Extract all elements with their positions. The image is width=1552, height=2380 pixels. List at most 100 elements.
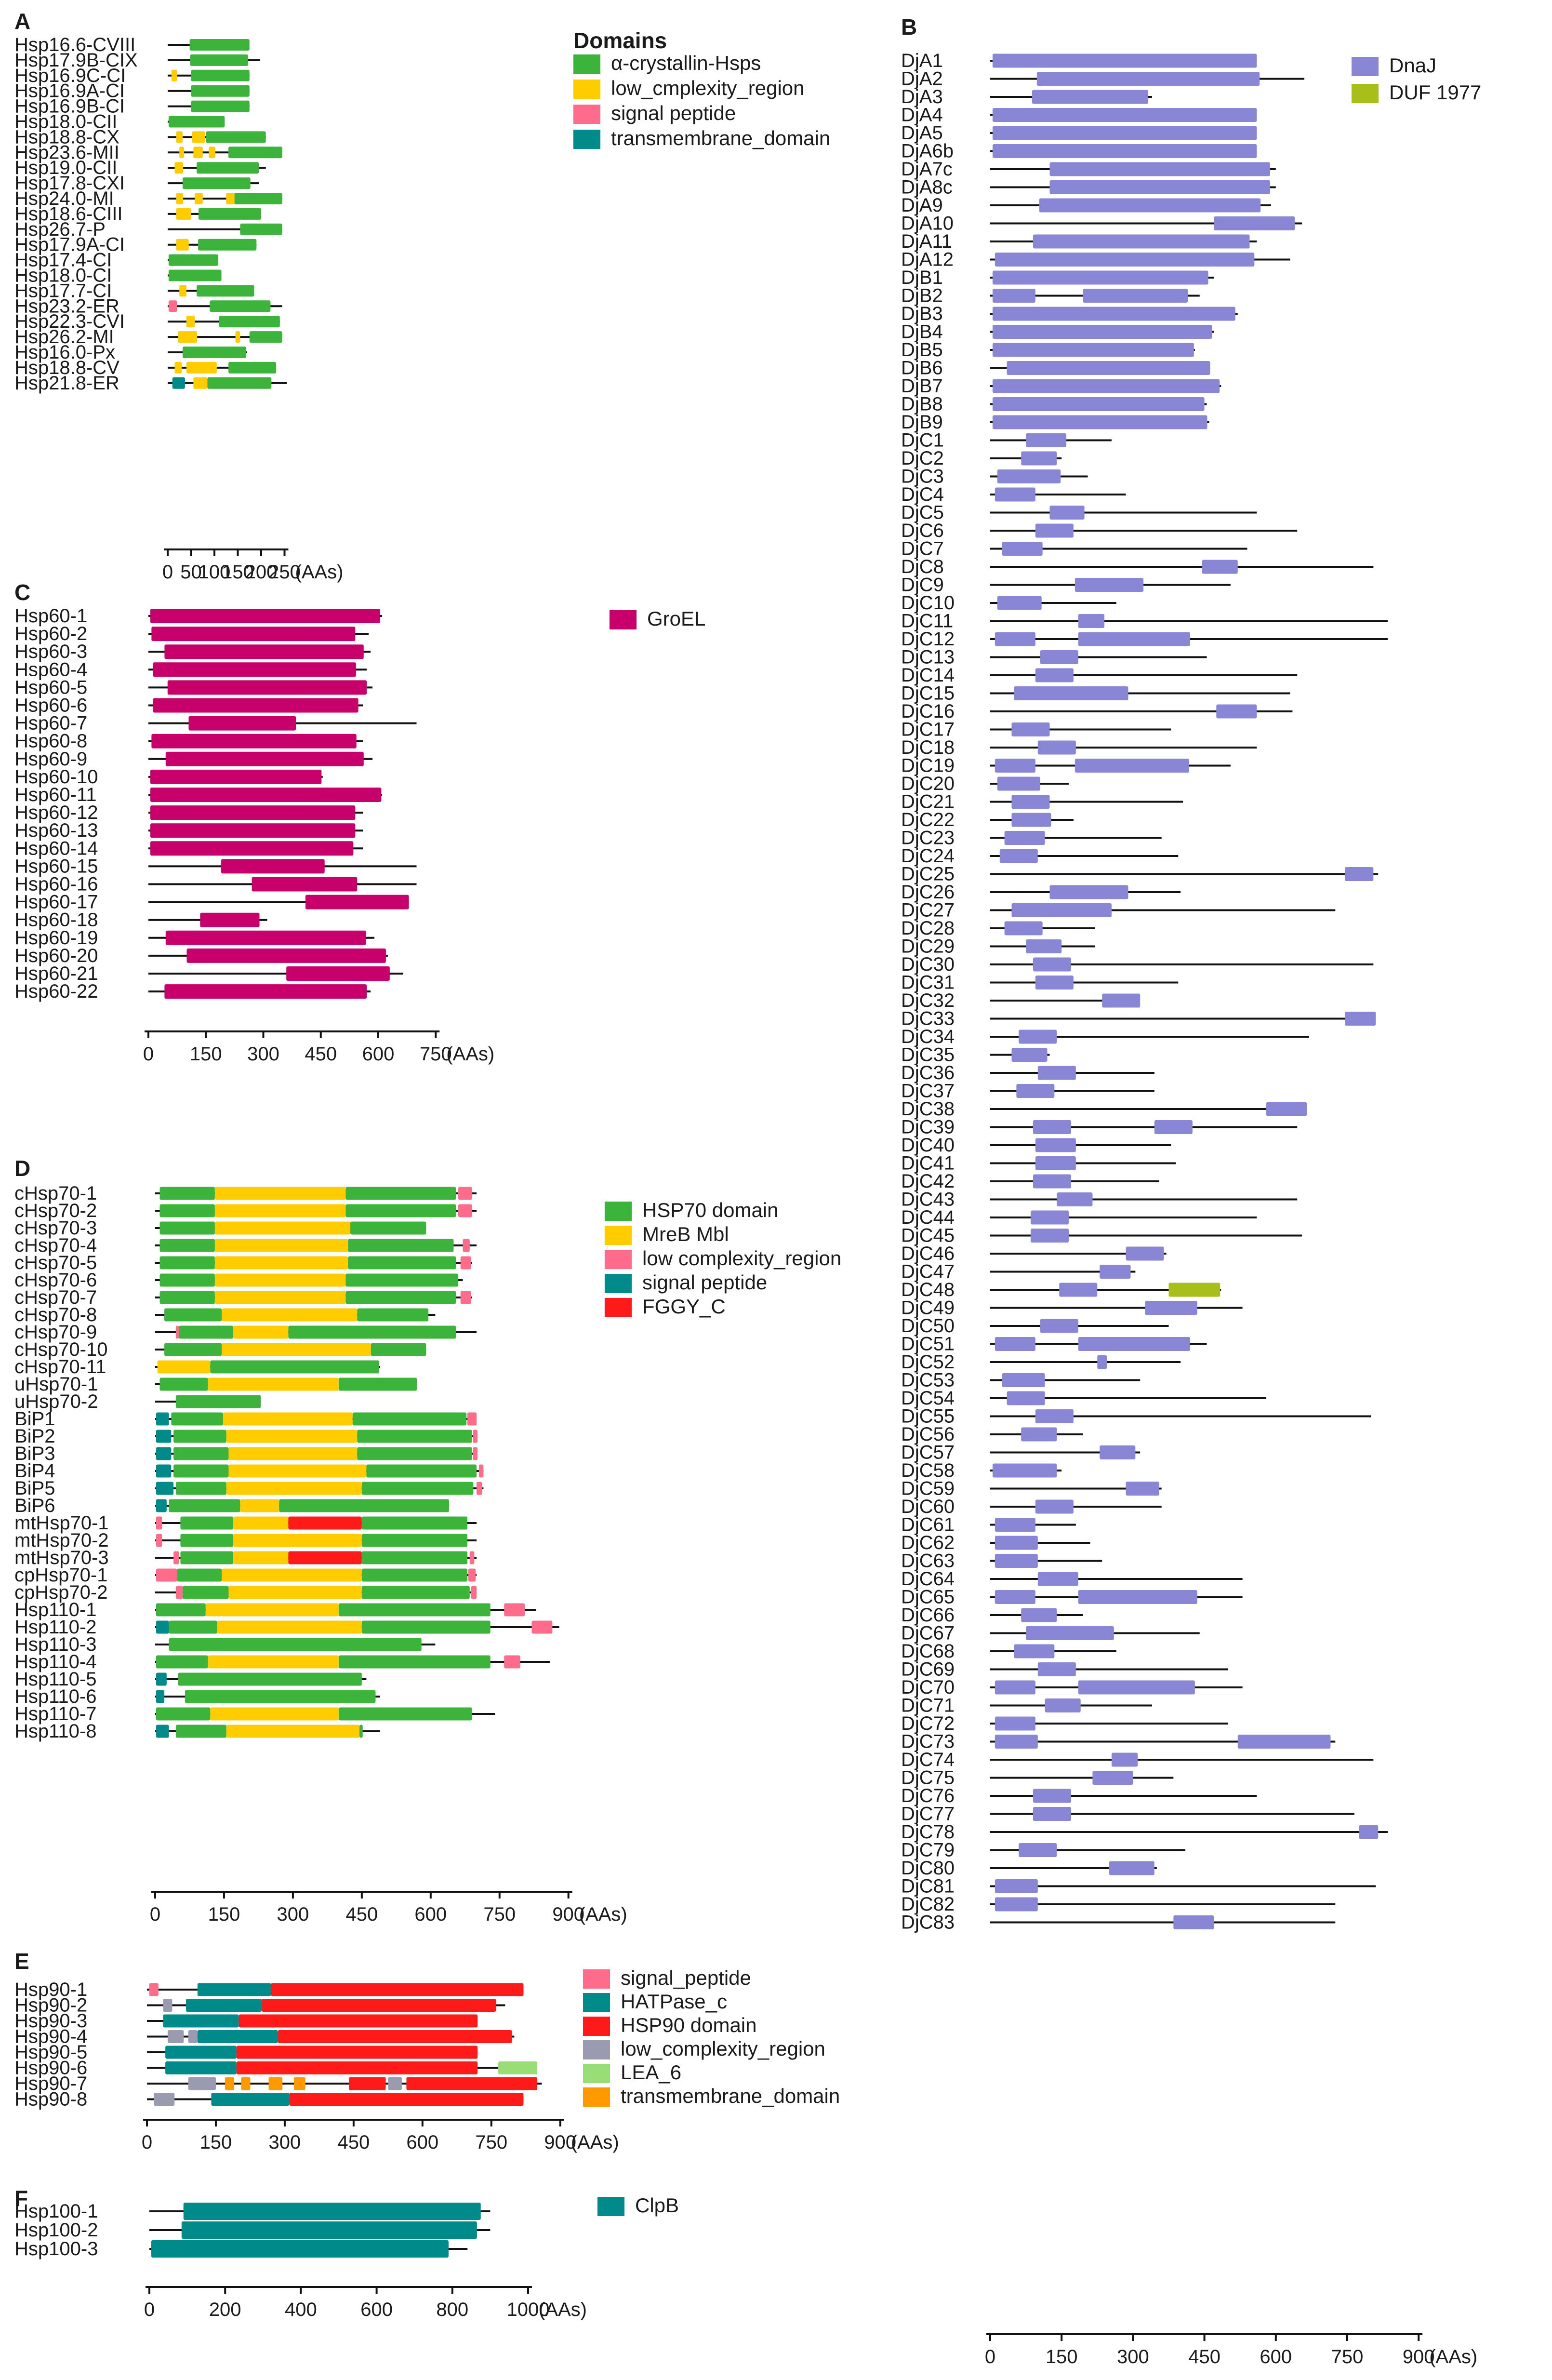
protein-row: Hsp18.0-CII bbox=[14, 111, 225, 133]
domain-bar bbox=[150, 841, 354, 856]
domain-bar bbox=[233, 1325, 289, 1339]
protein-name: cHsp70-4 bbox=[14, 1235, 97, 1256]
domain-bar bbox=[406, 2077, 538, 2090]
domain-bar bbox=[165, 751, 364, 766]
domain-bar bbox=[1014, 1644, 1055, 1658]
domain-bar bbox=[233, 1551, 289, 1564]
domain-bar bbox=[992, 397, 1205, 411]
protein-row: DjC71 bbox=[901, 1695, 1152, 1716]
protein-row: Hsp100-3 bbox=[14, 2238, 468, 2260]
domain-bar bbox=[1216, 704, 1257, 719]
protein-row: DjC65 bbox=[901, 1587, 1243, 1608]
domain-bar bbox=[1037, 740, 1076, 755]
protein-row: DjB8 bbox=[901, 394, 1207, 415]
domain-bar bbox=[1004, 831, 1045, 845]
domain-bar bbox=[214, 1291, 346, 1304]
domain-bar bbox=[235, 331, 240, 343]
domain-bar bbox=[366, 1464, 477, 1478]
protein-name: BiP3 bbox=[14, 1443, 55, 1464]
protein-name: Hsp60-14 bbox=[14, 838, 98, 859]
domain-bar bbox=[180, 1551, 234, 1564]
protein-row: DjC17 bbox=[901, 719, 1171, 740]
protein-row: DjC56 bbox=[901, 1424, 1083, 1445]
domain-bar bbox=[1345, 867, 1374, 881]
protein-row: Hsp90-5 bbox=[14, 2042, 478, 2063]
protein-name: Hsp23.6-MII bbox=[14, 142, 119, 163]
protein-row: cHsp70-2 bbox=[14, 1200, 477, 1221]
protein-name: Hsp60-7 bbox=[14, 713, 87, 734]
domain-bar bbox=[1109, 1861, 1154, 1875]
protein-name: DjC20 bbox=[901, 773, 955, 794]
protein-name: Hsp16.9A-CI bbox=[14, 80, 125, 102]
protein-name: DjC25 bbox=[901, 864, 955, 885]
protein-name: Hsp90-5 bbox=[14, 2042, 87, 2063]
protein-row: cpHsp70-2 bbox=[14, 1582, 477, 1603]
protein-name: DjA11 bbox=[901, 231, 952, 252]
protein-row: Hsp110-6 bbox=[14, 1686, 380, 1707]
domain-bar bbox=[1049, 162, 1270, 176]
protein-row: DjC2 bbox=[901, 448, 1062, 469]
protein-row: DjC24 bbox=[901, 845, 1179, 867]
protein-name: Hsp60-1 bbox=[14, 605, 87, 627]
protein-name: DjC51 bbox=[901, 1334, 955, 1355]
protein-name: BiP4 bbox=[14, 1460, 55, 1482]
protein-row: DjC32 bbox=[901, 990, 1141, 1011]
x-axis-unit: (AAs) bbox=[1429, 2346, 1477, 2367]
protein-name: Hsp90-6 bbox=[14, 2058, 87, 2079]
protein-row: DjA10 bbox=[901, 213, 1302, 234]
protein-row: DjA12 bbox=[901, 249, 1290, 270]
domain-bar bbox=[150, 609, 380, 623]
protein-name: Hsp90-3 bbox=[14, 2010, 87, 2032]
panel-b: B DjA1DjA2DjA3DjA4DjA5DjA6bDjA7cDjA8cDjA9… bbox=[901, 14, 1481, 2367]
domain-bar bbox=[361, 1568, 468, 1582]
protein-name: Hsp60-16 bbox=[14, 874, 98, 895]
domain-bar bbox=[228, 1464, 367, 1478]
protein-row: DjC47 bbox=[901, 1261, 1136, 1283]
domain-bar bbox=[176, 131, 183, 143]
panel-letter: D bbox=[14, 1156, 30, 1181]
protein-row: Hsp100-2 bbox=[14, 2220, 491, 2241]
protein-name: DjC1 bbox=[901, 430, 944, 451]
domain-bar bbox=[191, 100, 250, 112]
legend-swatch bbox=[605, 1274, 632, 1293]
legend-label: HSP90 domain bbox=[621, 2014, 757, 2036]
legend-label: ClpB bbox=[635, 2194, 679, 2217]
domain-bar bbox=[289, 2093, 524, 2106]
protein-name: DjC79 bbox=[901, 1840, 955, 1861]
protein-row: Hsp16.9A-CI bbox=[14, 80, 250, 102]
protein-row: DjC78 bbox=[901, 1821, 1388, 1843]
domain-bar bbox=[997, 469, 1061, 483]
protein-name: DjC63 bbox=[901, 1551, 955, 1572]
protein-name: cHsp70-11 bbox=[14, 1356, 106, 1377]
domain-bar bbox=[1016, 1084, 1055, 1098]
domain-bar bbox=[345, 1291, 456, 1304]
protein-row: DjC69 bbox=[901, 1659, 1228, 1680]
protein-name: DjC27 bbox=[901, 900, 955, 921]
domain-bar bbox=[156, 1620, 169, 1634]
protein-row: DjC82 bbox=[901, 1894, 1336, 1915]
protein-row: Hsp110-7 bbox=[14, 1703, 495, 1725]
protein-row: Hsp16.9B-CI bbox=[14, 96, 250, 117]
protein-name: DjA1 bbox=[901, 50, 943, 71]
domain-bar bbox=[173, 1447, 229, 1460]
domain-bar bbox=[154, 2093, 175, 2106]
protein-row: Hsp16.0-Px bbox=[14, 342, 247, 363]
domain-bar bbox=[211, 2093, 290, 2106]
x-tick-label: 250 bbox=[268, 562, 301, 583]
domain-bar bbox=[186, 1999, 262, 2012]
domain-bar bbox=[339, 1707, 472, 1721]
protein-row: DjC46 bbox=[901, 1243, 1167, 1264]
domain-bar bbox=[352, 1412, 467, 1426]
domain-bar bbox=[288, 1325, 456, 1339]
domain-bar bbox=[305, 895, 409, 909]
domain-bar bbox=[233, 1516, 289, 1530]
domain-bar bbox=[195, 193, 203, 204]
domain-bar bbox=[183, 177, 251, 189]
domain-bar bbox=[1035, 523, 1074, 538]
x-tick-label: 150 bbox=[208, 1904, 240, 1925]
domain-bar bbox=[1011, 903, 1112, 917]
legend-swatch bbox=[583, 1993, 610, 2012]
protein-row: BiP1 bbox=[14, 1408, 477, 1430]
protein-row: DjC25 bbox=[901, 864, 1379, 885]
